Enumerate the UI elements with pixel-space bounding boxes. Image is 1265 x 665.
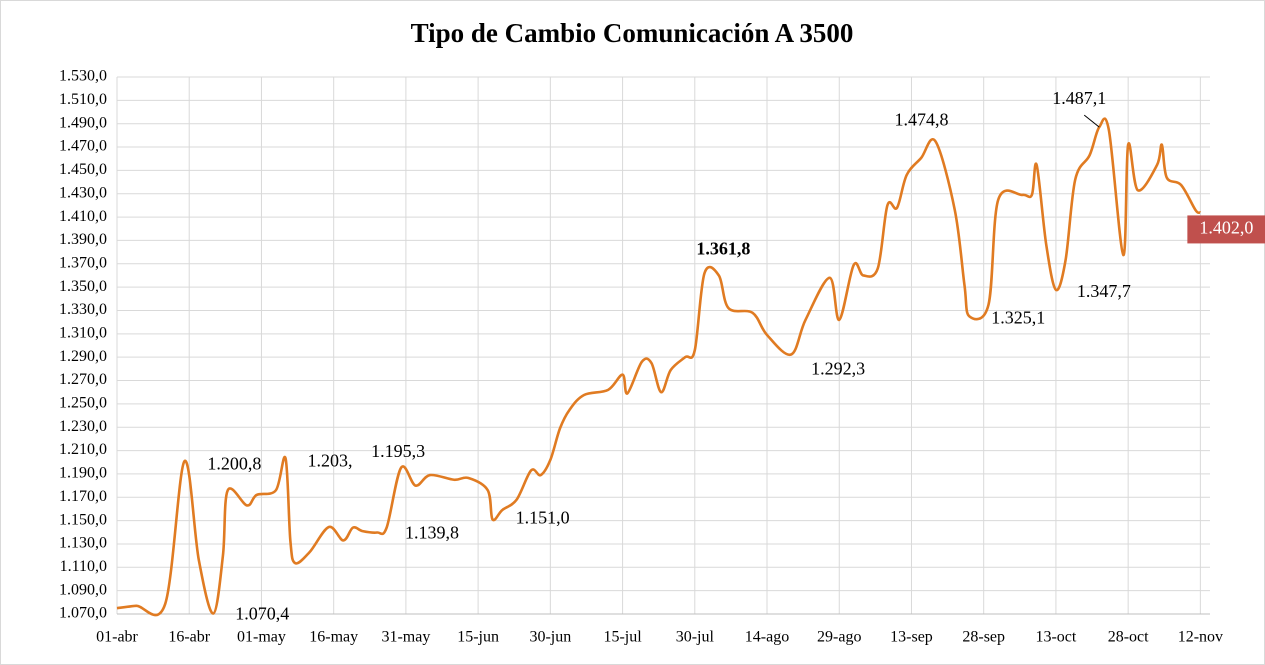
annotation-label: 1.151,0 bbox=[516, 508, 570, 528]
y-tick-label: 1.370,0 bbox=[59, 254, 107, 271]
x-tick-label: 16-may bbox=[309, 629, 358, 646]
y-tick-label: 1.250,0 bbox=[59, 395, 107, 412]
y-tick-label: 1.190,0 bbox=[59, 465, 107, 482]
x-tick-label: 31-may bbox=[381, 629, 430, 646]
y-tick-label: 1.310,0 bbox=[59, 324, 107, 341]
x-tick-label: 13-oct bbox=[1035, 629, 1076, 646]
x-tick-label: 01-may bbox=[237, 629, 286, 646]
x-tick-label: 29-ago bbox=[817, 629, 861, 646]
x-tick-label: 12-nov bbox=[1178, 629, 1223, 646]
annotation-leader bbox=[1083, 114, 1100, 128]
annotation-label: 1.361,8 bbox=[696, 238, 750, 258]
annotation-label: 1.347,7 bbox=[1077, 281, 1131, 301]
chart-title: Tipo de Cambio Comunicación A 3500 bbox=[411, 18, 854, 48]
annotation-box bbox=[1187, 215, 1265, 244]
y-tick-label: 1.170,0 bbox=[59, 488, 107, 505]
annotation-label: 1.200,8 bbox=[207, 453, 261, 473]
y-tick-label: 1.230,0 bbox=[59, 418, 107, 435]
annotation-label: 1.325,1 bbox=[991, 307, 1045, 327]
y-tick-label: 1.510,0 bbox=[59, 91, 107, 108]
annotation-label: 1.402,0 bbox=[1199, 218, 1253, 238]
y-tick-label: 1.110,0 bbox=[60, 558, 107, 575]
annotation-label: 1.487,1 bbox=[1052, 88, 1106, 108]
y-tick-label: 1.090,0 bbox=[59, 581, 107, 598]
annotation-label: 1.292,3 bbox=[811, 359, 865, 379]
annotation-label: 1.070,4 bbox=[235, 604, 289, 624]
y-tick-label: 1.390,0 bbox=[59, 231, 107, 248]
annotation-label: 1.203, bbox=[308, 450, 353, 470]
annotation-label: 1.195,3 bbox=[371, 441, 425, 461]
series-line bbox=[116, 117, 1201, 617]
y-tick-label: 1.350,0 bbox=[59, 278, 107, 295]
x-tick-label: 15-jul bbox=[603, 629, 642, 646]
y-tick-label: 1.270,0 bbox=[59, 371, 107, 388]
x-tick-label: 28-oct bbox=[1108, 629, 1149, 646]
annotation-label: 1.139,8 bbox=[405, 523, 459, 543]
y-tick-label: 1.450,0 bbox=[59, 161, 107, 178]
y-tick-label: 1.410,0 bbox=[59, 208, 107, 225]
x-tick-label: 28-sep bbox=[962, 629, 1005, 646]
x-tick-label: 15-jun bbox=[457, 629, 499, 646]
x-tick-label: 16-abr bbox=[168, 629, 210, 646]
x-tick-label: 13-sep bbox=[890, 629, 933, 646]
y-tick-label: 1.130,0 bbox=[59, 535, 107, 552]
y-tick-label: 1.530,0 bbox=[59, 68, 107, 85]
y-tick-label: 1.210,0 bbox=[59, 441, 107, 458]
x-tick-label: 30-jul bbox=[676, 629, 715, 646]
x-tick-label: 30-jun bbox=[529, 629, 571, 646]
x-tick-label: 14-ago bbox=[745, 629, 789, 646]
annotation-label: 1.474,8 bbox=[895, 110, 949, 130]
y-tick-label: 1.070,0 bbox=[59, 605, 107, 622]
y-tick-label: 1.470,0 bbox=[59, 138, 107, 155]
y-tick-label: 1.290,0 bbox=[59, 348, 107, 365]
y-tick-label: 1.490,0 bbox=[59, 114, 107, 131]
y-tick-label: 1.430,0 bbox=[59, 184, 107, 201]
y-tick-label: 1.330,0 bbox=[59, 301, 107, 318]
y-tick-label: 1.150,0 bbox=[59, 511, 107, 528]
x-tick-label: 01-abr bbox=[96, 629, 138, 646]
